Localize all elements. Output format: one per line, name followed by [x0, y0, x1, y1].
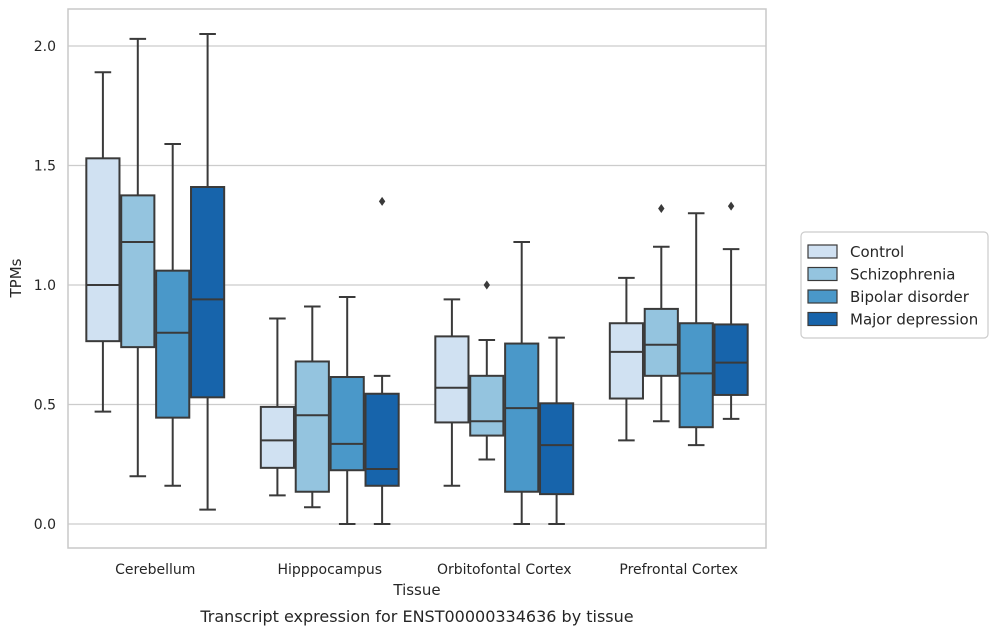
box-schizophrenia: [294, 305, 330, 509]
box-layer: [85, 33, 749, 525]
iqr-box: [259, 405, 295, 469]
box-schizophrenia: [120, 37, 156, 478]
iqr-box: [85, 157, 121, 343]
iqr-box: [678, 322, 714, 429]
iqr-box: [643, 307, 679, 377]
legend-frame: [800, 231, 989, 339]
iqr-box: [120, 194, 156, 349]
plot-frame: [67, 8, 767, 549]
legend-swatch: [807, 289, 838, 304]
iqr-box: [294, 360, 330, 493]
legend: Control Schizophrenia Bipolar disorder Majo…: [800, 231, 989, 339]
legend-label: Bipolar disorder: [850, 288, 970, 306]
box-schizophrenia: [469, 280, 505, 461]
y-tick-label: 0.5: [34, 398, 56, 414]
box-schizophrenia: [643, 204, 679, 423]
box-control: [608, 276, 644, 442]
y-tick-label: 2.0: [34, 39, 56, 55]
iqr-box: [539, 402, 575, 496]
legend-swatch: [807, 311, 838, 327]
y-tick-label: 1.5: [34, 159, 56, 175]
iqr-box: [713, 323, 749, 396]
iqr-box: [155, 269, 191, 419]
y-tick-label: 0.0: [34, 517, 56, 533]
legend-swatch: [807, 266, 838, 282]
box-bipolar-disorder: [678, 212, 714, 447]
axis-layer: 0.0 0.5 1.0 1.5 2.0 Cerebellum Hipppocampus Orb…: [34, 8, 767, 578]
iqr-box: [329, 376, 365, 472]
iqr-box: [434, 335, 470, 424]
box-control: [434, 298, 470, 487]
y-tick-label: 1.0: [34, 278, 56, 294]
box-bipolar-disorder: [504, 240, 540, 525]
legend-swatch: [807, 244, 838, 259]
figure-caption: Transcript expression for ENST0000033463…: [199, 607, 633, 626]
box-major-depression: [190, 33, 226, 511]
box-major-depression: [364, 196, 400, 525]
iqr-box: [364, 392, 400, 487]
box-bipolar-disorder: [155, 142, 191, 487]
box-control: [259, 317, 295, 497]
box-major-depression: [539, 336, 575, 525]
legend-label: Schizophrenia: [850, 266, 955, 284]
legend-label: Control: [850, 243, 904, 261]
x-tick-label: Orbitofontal Cortex: [437, 562, 572, 578]
iqr-box: [608, 322, 644, 400]
box-control: [85, 71, 121, 413]
iqr-box: [190, 186, 226, 399]
outlier-point: [378, 196, 386, 206]
x-tick-label: Prefrontal Cortex: [619, 562, 738, 578]
y-axis-label: TPMs: [7, 258, 25, 298]
outlier-point: [483, 280, 490, 290]
box-bipolar-disorder: [329, 295, 365, 525]
iqr-box: [504, 342, 540, 493]
x-tick-label: Hipppocampus: [277, 562, 382, 578]
box-major-depression: [713, 201, 749, 420]
outlier-point: [658, 204, 665, 214]
legend-label: Major depression: [850, 311, 978, 329]
x-axis-label: Tissue: [392, 581, 440, 599]
x-tick-label: Cerebellum: [115, 562, 195, 578]
outlier-point: [727, 201, 735, 211]
iqr-box: [469, 374, 505, 437]
